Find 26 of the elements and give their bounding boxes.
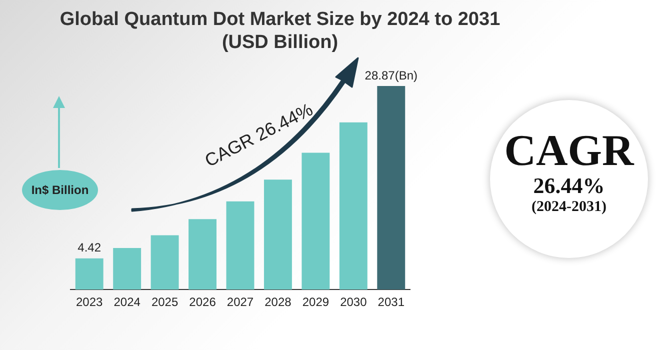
bar bbox=[113, 248, 142, 290]
text: (2024-2031) bbox=[530, 198, 608, 216]
bar bbox=[150, 235, 179, 290]
x-tick-label: 2024 bbox=[114, 295, 141, 310]
data-label: 28.87(Bn) bbox=[364, 68, 418, 82]
x-tick-label: 2023 bbox=[76, 295, 104, 310]
bar bbox=[75, 258, 104, 290]
bar bbox=[188, 219, 216, 290]
data-label: 4.42 bbox=[78, 240, 102, 255]
x-tick-label: 2029 bbox=[302, 295, 330, 310]
text: CAGR bbox=[503, 126, 636, 175]
text: 26.44% bbox=[532, 173, 606, 198]
bar bbox=[226, 201, 254, 290]
bar bbox=[339, 122, 368, 290]
x-tick-label: 2031 bbox=[378, 295, 405, 310]
chart-title: Global Quantum Dot Market Size by 2024 to 2031 bbox=[60, 9, 500, 30]
x-tick-label: 2030 bbox=[340, 295, 368, 310]
x-tick-label: 2026 bbox=[189, 295, 216, 310]
bar bbox=[302, 152, 330, 290]
bar bbox=[377, 86, 406, 290]
bar bbox=[264, 180, 292, 290]
chart-subtitle: (USD Billion) bbox=[222, 32, 338, 53]
x-tick-label: 2028 bbox=[264, 295, 292, 310]
x-tick-label: 2025 bbox=[151, 295, 178, 310]
x-tick-label: 2027 bbox=[226, 295, 254, 310]
y-axis-title: In$ Billion bbox=[22, 170, 98, 210]
